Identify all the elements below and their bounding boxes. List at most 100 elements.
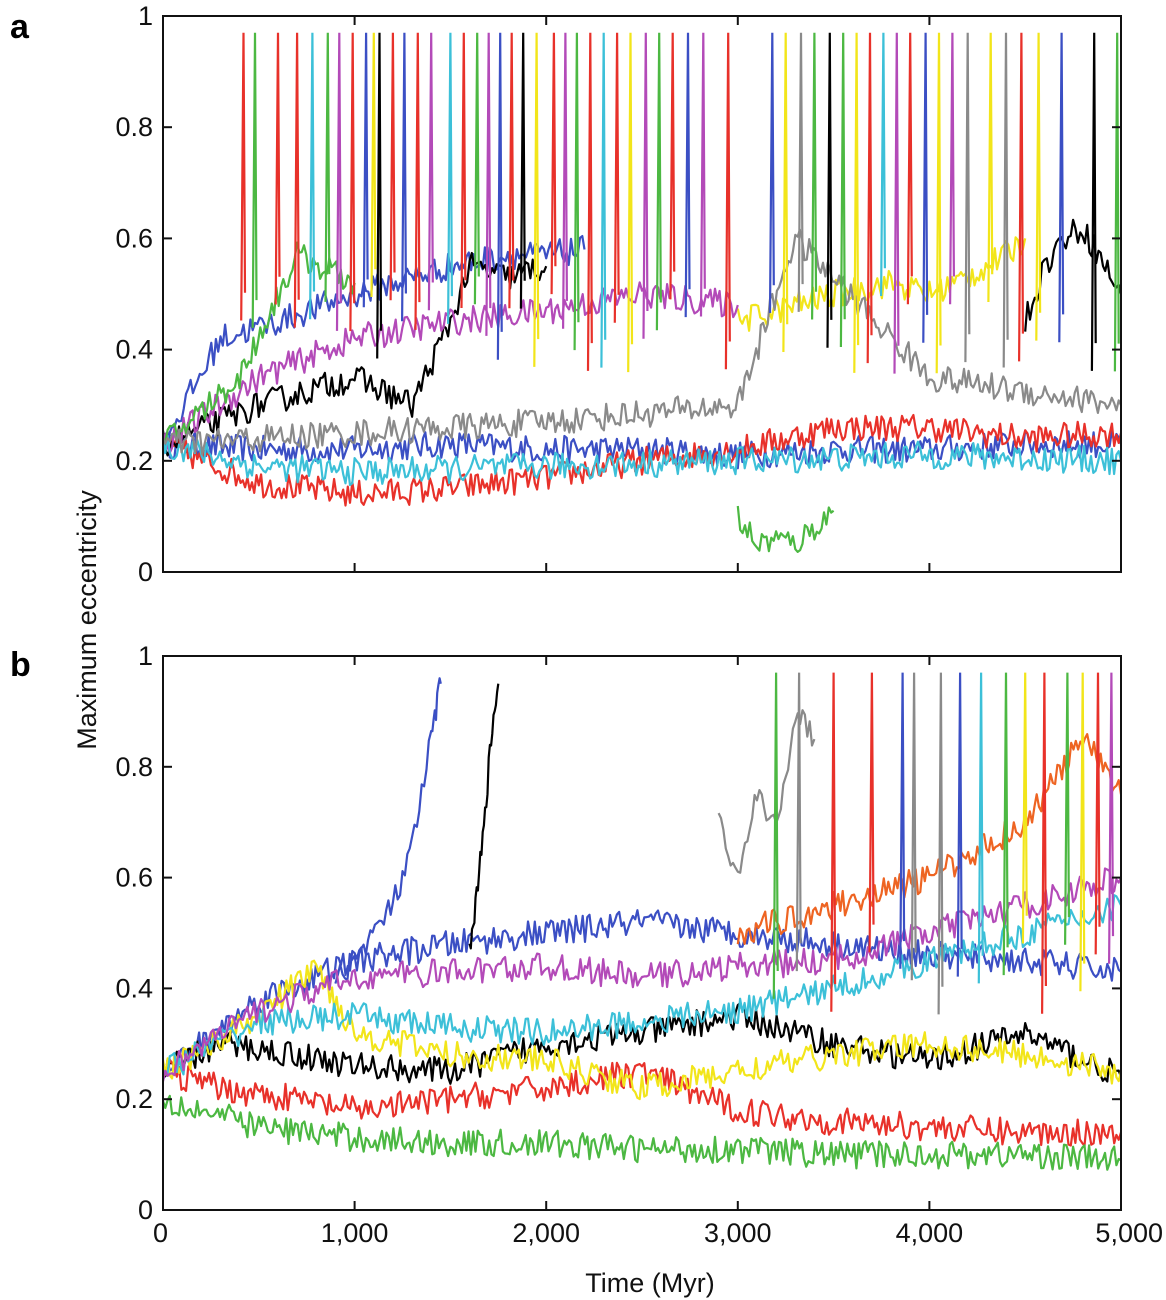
plot-area-b	[163, 672, 1121, 1171]
spike-a-43	[866, 32, 873, 364]
spike-a-35	[724, 32, 731, 370]
spike-a-56	[1090, 32, 1097, 371]
spike-b-10	[1021, 672, 1028, 944]
spike-a-21	[519, 32, 526, 309]
x-tick-label-b-2: 2,000	[512, 1218, 580, 1248]
panel-letter-a: a	[10, 8, 30, 46]
y-tick-label-a-4: 0.8	[115, 112, 153, 142]
spike-a-11	[389, 32, 396, 301]
series-line-b-2	[468, 683, 500, 950]
spike-b-9	[1002, 672, 1009, 976]
spike-b-7	[956, 672, 963, 977]
spike-a-9	[370, 32, 377, 298]
spike-a-55	[1058, 32, 1065, 343]
y-tick-label-b-4: 0.8	[115, 752, 153, 782]
spike-b-13	[1079, 672, 1086, 992]
spike-a-6	[335, 32, 342, 331]
spike-b-12	[1064, 672, 1070, 945]
spike-a-33	[684, 32, 691, 318]
series-line-b-4	[163, 1058, 1121, 1147]
spike-b-0	[772, 672, 779, 999]
spike-a-26	[586, 32, 593, 371]
y-tick-label-b-0: 0	[138, 1195, 153, 1225]
spike-a-54	[1035, 32, 1042, 341]
spike-a-51	[987, 32, 994, 303]
spike-a-40	[826, 32, 833, 348]
series-line-a-6	[736, 505, 835, 554]
spike-a-3	[293, 32, 300, 328]
spike-a-50	[964, 32, 971, 363]
plot-area-a	[163, 32, 1121, 554]
spike-a-37	[782, 32, 789, 353]
series-line-a-2	[163, 235, 586, 449]
spike-a-31	[655, 32, 662, 331]
panel-b: b 0 0.2 0.4 0.6 0.8 1 0 1,000 2,000 3,000 4,000 5,00…	[10, 641, 1163, 1248]
x-tick-label-b-4: 4,000	[896, 1218, 964, 1248]
spike-a-57	[1113, 32, 1120, 372]
y-tick-label-b-1: 0.2	[115, 1084, 153, 1114]
spike-a-36	[768, 32, 775, 314]
series-line-b-10	[736, 732, 1121, 946]
spike-b-8	[977, 672, 984, 984]
y-axis-label: Maximum eccentricity	[72, 490, 102, 750]
spike-a-18	[485, 32, 492, 336]
spike-a-34	[699, 32, 706, 317]
series-line-a-4	[736, 236, 1027, 332]
spike-a-4	[309, 32, 316, 320]
spike-a-48	[935, 32, 942, 374]
series-line-a-5	[1024, 218, 1121, 332]
spike-a-52	[1002, 32, 1009, 368]
spike-a-1	[251, 32, 258, 328]
y-tick-label-a-0: 0	[138, 557, 153, 587]
spike-a-45	[893, 32, 900, 374]
spike-a-44	[880, 32, 886, 297]
spike-a-8	[362, 32, 369, 308]
spike-b-3	[868, 672, 875, 953]
spike-a-29	[627, 32, 634, 373]
x-axis-label: Time (Myr)	[585, 1268, 714, 1298]
spike-a-5	[324, 32, 331, 302]
y-tick-label-a-2: 0.4	[115, 335, 153, 365]
series-line-b-6	[163, 959, 1121, 1101]
panel-a: a 0 0.2 0.4 0.6 0.8 1	[10, 1, 1122, 587]
series-line-a-7	[163, 281, 739, 454]
spike-a-53	[1018, 32, 1024, 362]
spike-a-24	[562, 32, 568, 329]
y-tick-label-a-3: 0.6	[115, 223, 153, 253]
spike-a-7	[349, 32, 356, 332]
series-line-b-7	[163, 894, 1121, 1076]
spike-b-14	[1094, 672, 1101, 955]
spike-a-25	[573, 32, 580, 351]
spike-b-6	[937, 672, 944, 1015]
spike-b-5	[910, 672, 917, 981]
spike-a-47	[922, 32, 929, 343]
spike-a-12	[401, 32, 407, 322]
x-tick-label-b-3: 3,000	[704, 1218, 772, 1248]
spike-a-41	[839, 32, 846, 348]
x-tick-label-b-5: 5,000	[1095, 1218, 1163, 1248]
spike-b-4	[899, 672, 906, 969]
spike-b-15	[1108, 672, 1115, 964]
spike-a-39	[811, 32, 818, 320]
spike-a-46	[906, 32, 913, 305]
spike-a-27	[600, 32, 607, 368]
y-tick-label-b-3: 0.6	[115, 863, 153, 893]
spike-a-30	[642, 32, 649, 339]
spike-a-14	[427, 32, 434, 311]
spike-a-13	[414, 32, 421, 330]
spike-a-32	[669, 32, 676, 300]
spike-a-2	[274, 32, 281, 305]
series-line-b-3	[163, 1002, 1121, 1085]
series-line-a-8	[163, 434, 1121, 487]
y-tick-label-a-5: 1	[138, 1, 153, 31]
series-line-b-5	[163, 1094, 1121, 1171]
spike-a-10	[376, 32, 383, 359]
spike-b-1	[795, 672, 802, 972]
series-line-a-0	[163, 429, 1121, 470]
spike-a-28	[613, 32, 620, 323]
series-line-a-3	[163, 251, 548, 457]
plot-frame-a	[162, 15, 1122, 573]
series-line-a-10	[163, 228, 1121, 456]
spike-a-0	[240, 32, 247, 321]
